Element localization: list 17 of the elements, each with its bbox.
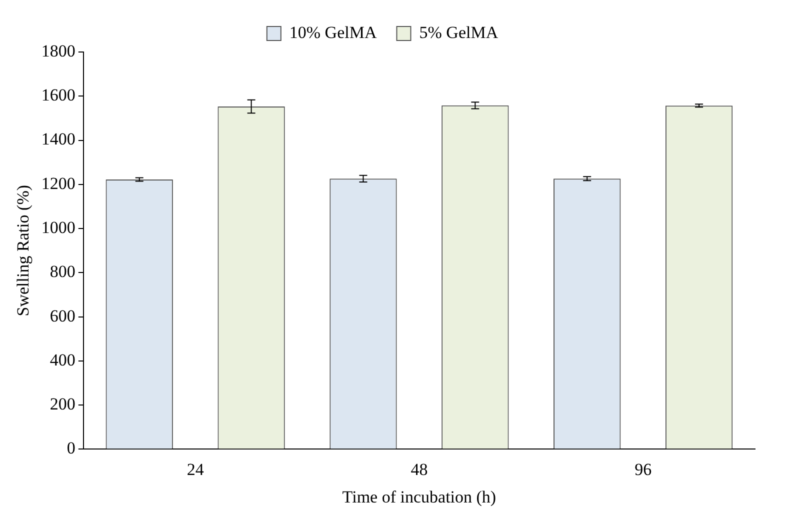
y-tick-label: 400: [50, 350, 76, 370]
x-tick-label: 96: [634, 460, 652, 479]
x-tick-label: 48: [410, 460, 428, 479]
y-tick-label: 800: [50, 262, 76, 282]
legend-label: 5% GelMA: [419, 22, 499, 42]
legend-label: 10% GelMA: [289, 22, 378, 42]
y-tick-label: 1000: [41, 218, 76, 237]
y-tick-label: 1800: [41, 41, 76, 60]
y-tick-label: 1200: [41, 174, 76, 193]
y-axis-title: Swelling Ratio (%): [14, 184, 33, 316]
y-tick-label: 1400: [41, 130, 76, 149]
x-axis-title: Time of incubation (h): [342, 487, 496, 506]
y-tick-label: 1600: [41, 86, 76, 105]
y-tick-label: 600: [50, 306, 76, 326]
x-tick-label: 24: [186, 460, 204, 479]
y-tick-label: 200: [50, 394, 76, 414]
y-tick-label: 0: [66, 438, 76, 458]
